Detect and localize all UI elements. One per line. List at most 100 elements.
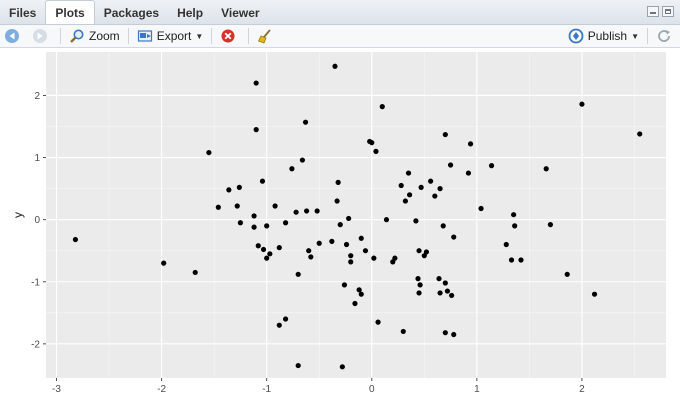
toolbar-separator bbox=[647, 28, 648, 44]
data-point bbox=[362, 248, 369, 254]
data-point bbox=[335, 179, 341, 185]
data-point bbox=[264, 223, 270, 229]
data-point bbox=[302, 119, 309, 125]
x-tick-label: -2 bbox=[157, 384, 166, 395]
data-point bbox=[428, 178, 434, 184]
data-point bbox=[417, 282, 423, 288]
broom-icon bbox=[257, 28, 273, 44]
data-point bbox=[402, 198, 408, 204]
data-point bbox=[251, 224, 257, 230]
zoom-button[interactable]: Zoom bbox=[65, 26, 124, 46]
data-point bbox=[316, 240, 322, 246]
data-point bbox=[236, 184, 242, 190]
data-point bbox=[442, 330, 448, 336]
data-point bbox=[442, 280, 448, 286]
data-point bbox=[437, 290, 443, 296]
data-point bbox=[512, 223, 518, 229]
data-point bbox=[348, 253, 354, 259]
window-controls bbox=[647, 6, 674, 17]
data-point bbox=[371, 255, 377, 261]
data-point bbox=[264, 255, 270, 261]
arrow-right-icon bbox=[32, 28, 48, 44]
data-point bbox=[334, 198, 340, 204]
data-point bbox=[415, 276, 421, 282]
remove-plot-icon bbox=[220, 28, 236, 44]
data-point bbox=[253, 80, 259, 86]
data-point bbox=[237, 220, 244, 226]
minimize-pane-button[interactable] bbox=[647, 6, 659, 17]
data-point bbox=[255, 243, 261, 249]
arrow-left-icon bbox=[4, 28, 20, 44]
data-point bbox=[259, 178, 266, 184]
refresh-icon bbox=[656, 28, 672, 44]
publish-icon bbox=[568, 28, 584, 44]
data-point bbox=[447, 162, 454, 168]
data-point bbox=[260, 246, 267, 253]
data-point bbox=[449, 292, 455, 299]
scatter-plot: -3 -2 -1 0 1 2 -2 -1 0 1 2 y bbox=[11, 52, 666, 395]
data-point bbox=[289, 166, 295, 172]
x-tick-label: 2 bbox=[579, 384, 585, 395]
data-point bbox=[253, 127, 259, 133]
data-point bbox=[267, 251, 273, 257]
x-tick-label: 1 bbox=[474, 384, 480, 395]
forward-button[interactable] bbox=[28, 26, 56, 46]
data-point bbox=[282, 220, 289, 226]
back-button[interactable] bbox=[0, 26, 28, 46]
data-point bbox=[413, 218, 419, 224]
data-point bbox=[341, 282, 348, 288]
data-point bbox=[337, 222, 343, 228]
data-point bbox=[161, 260, 167, 266]
data-point bbox=[306, 248, 312, 254]
data-point bbox=[356, 287, 362, 293]
tab-files[interactable]: Files bbox=[9, 6, 37, 20]
y-tick-label: 1 bbox=[34, 153, 40, 164]
refresh-button[interactable] bbox=[652, 26, 680, 46]
tab-plots[interactable]: Plots bbox=[45, 0, 95, 24]
axes: -3 -2 -1 0 1 2 -2 -1 0 1 2 bbox=[31, 91, 585, 395]
data-point bbox=[503, 241, 509, 248]
data-point bbox=[308, 254, 314, 260]
y-axis-title: y bbox=[11, 212, 25, 218]
data-point bbox=[299, 157, 306, 163]
tab-packages[interactable]: Packages bbox=[103, 6, 160, 20]
data-point bbox=[451, 234, 457, 240]
data-point bbox=[442, 131, 448, 138]
data-point bbox=[478, 205, 484, 212]
data-point bbox=[467, 141, 474, 147]
data-point bbox=[637, 131, 643, 137]
data-point bbox=[400, 328, 406, 335]
export-label: Export bbox=[156, 29, 192, 43]
data-point bbox=[416, 290, 422, 296]
plots-toolbar: Zoom Export ▼ bbox=[0, 25, 680, 48]
x-tick-label: -3 bbox=[52, 384, 61, 395]
data-point bbox=[295, 362, 301, 369]
data-point bbox=[444, 288, 451, 294]
toolbar-right-group: Publish ▼ bbox=[564, 25, 680, 47]
plot-viewer: -3 -2 -1 0 1 2 -2 -1 0 1 2 y bbox=[0, 48, 680, 404]
publish-button[interactable]: Publish ▼ bbox=[564, 26, 643, 46]
y-tick-label: -2 bbox=[31, 339, 40, 350]
data-point bbox=[304, 208, 310, 214]
data-point bbox=[348, 259, 354, 265]
data-point bbox=[276, 322, 282, 328]
x-tick-label: -1 bbox=[262, 384, 271, 395]
export-menu-button[interactable]: Export ▼ bbox=[133, 26, 208, 46]
data-point bbox=[226, 187, 232, 193]
data-point bbox=[358, 291, 364, 297]
clear-all-plots-button[interactable] bbox=[253, 26, 281, 46]
tab-help[interactable]: Help bbox=[177, 6, 204, 20]
remove-plot-button[interactable] bbox=[216, 26, 244, 46]
data-point bbox=[591, 291, 598, 297]
data-point bbox=[423, 249, 430, 255]
maximize-pane-button[interactable] bbox=[662, 6, 674, 17]
tab-viewer[interactable]: Viewer bbox=[221, 6, 260, 20]
data-point bbox=[437, 186, 443, 192]
pane-tab-bar: Files Plots Packages Help Viewer bbox=[0, 0, 680, 25]
data-point bbox=[392, 255, 398, 261]
data-point bbox=[383, 217, 390, 223]
data-point bbox=[282, 316, 289, 322]
data-point bbox=[369, 140, 375, 146]
publish-label: Publish bbox=[587, 29, 628, 43]
